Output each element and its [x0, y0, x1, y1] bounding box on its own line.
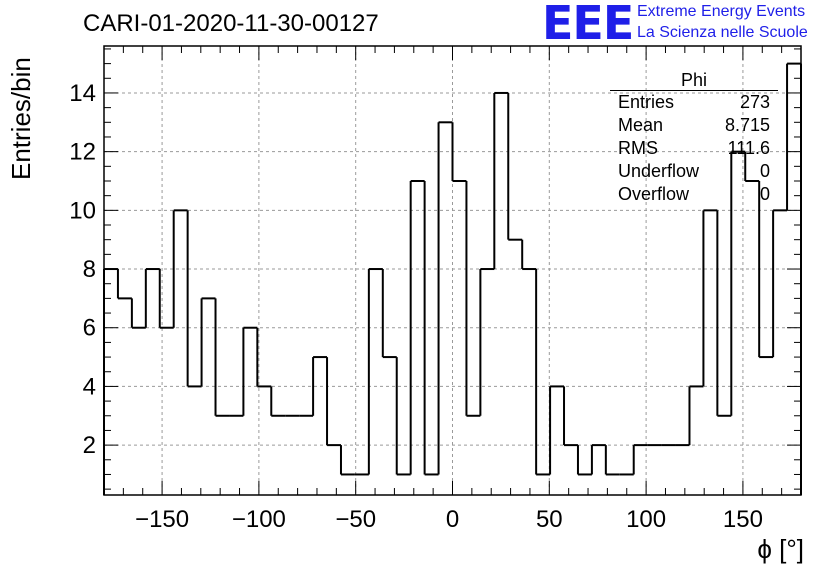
stats-row-mean: Mean 8.715: [610, 114, 778, 137]
y-axis-label: Entries/bin: [6, 57, 36, 180]
x-tick-label: −100: [232, 506, 286, 533]
grid-lines: [104, 46, 801, 495]
logo-line-1: Extreme Energy Events: [637, 3, 806, 20]
y-tick-label: 6: [83, 315, 96, 342]
stats-value: 8.715: [724, 115, 770, 135]
stats-row-overflow: Overflow 0: [610, 183, 778, 206]
tick-labels: −150 −100 −50 0 50 100 150 2 4 6 8 10 12 14: [69, 80, 763, 533]
x-tick-label: 0: [446, 506, 459, 533]
x-tick-label: −150: [135, 506, 189, 533]
stats-value: 273: [739, 92, 770, 112]
stats-label: Overflow: [618, 184, 690, 204]
stats-label: Entries: [618, 92, 675, 112]
y-tick-label: 12: [69, 139, 96, 166]
y-tick-label: 2: [83, 432, 96, 459]
y-tick-label: 4: [83, 373, 96, 400]
x-tick-label: 100: [626, 506, 666, 533]
eee-logo: EEE: [542, 0, 634, 50]
stats-label: RMS: [618, 138, 658, 158]
stats-row-entries: Entries 273: [610, 91, 778, 114]
stats-box: Phi Entries 273 Mean 8.715 RMS 111.6 Und…: [610, 70, 778, 206]
stats-title: Phi: [610, 70, 778, 91]
stats-value: 0: [759, 161, 770, 181]
y-tick-label: 14: [69, 80, 96, 107]
x-axis-label: ϕ [°]: [757, 534, 804, 564]
x-tick-label: 50: [536, 506, 563, 533]
x-tick-label: 150: [723, 506, 763, 533]
stats-value: 111.6: [727, 138, 770, 158]
y-tick-label: 10: [69, 197, 96, 224]
stats-label: Underflow: [618, 161, 700, 181]
axis-ticks: [103, 46, 802, 495]
x-tick-label: −50: [335, 506, 376, 533]
stats-row-underflow: Underflow 0: [610, 160, 778, 183]
stats-value: 0: [759, 184, 770, 204]
chart-title: CARI-01-2020-11-30-00127: [83, 10, 379, 37]
logo-line-2: La Scienza nelle Scuole: [637, 24, 808, 41]
stats-row-rms: RMS 111.6: [610, 137, 778, 160]
stats-label: Mean: [618, 115, 664, 135]
y-tick-label: 8: [83, 256, 96, 283]
